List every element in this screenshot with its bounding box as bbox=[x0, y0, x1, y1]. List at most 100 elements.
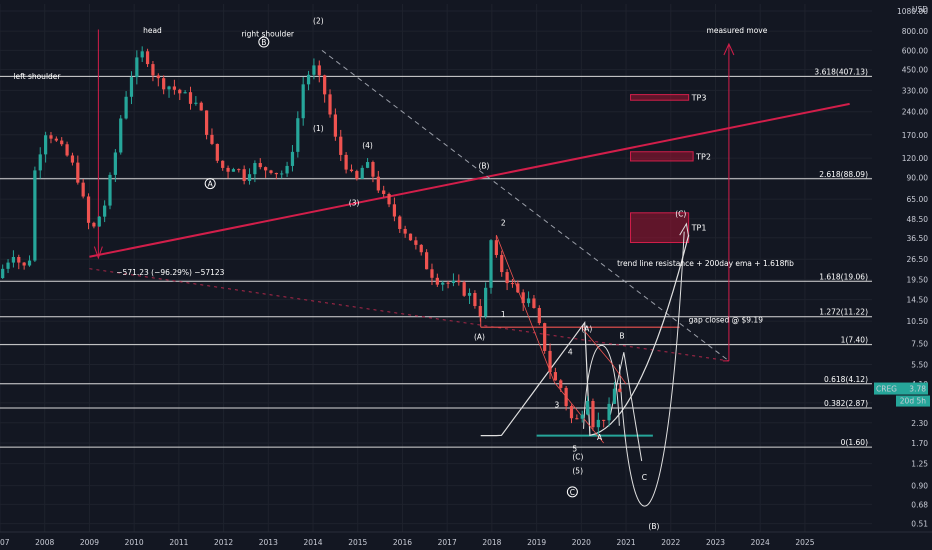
annotation-label: (B) bbox=[478, 161, 489, 170]
candle-body bbox=[441, 282, 445, 285]
fib-level-label: 2.618(88.09) bbox=[819, 170, 868, 179]
candle-body bbox=[119, 118, 123, 153]
fib-level-label: 1(7.40) bbox=[841, 336, 868, 345]
candle-body bbox=[580, 414, 584, 419]
candle-body bbox=[360, 167, 364, 179]
candle-body bbox=[312, 65, 316, 75]
candle-body bbox=[237, 169, 241, 171]
annotation-label: (C) bbox=[675, 210, 686, 219]
wave-guide bbox=[495, 234, 605, 444]
candle-body bbox=[333, 114, 337, 137]
candle-body bbox=[38, 154, 42, 171]
candle-body bbox=[328, 94, 332, 115]
candle-body bbox=[49, 135, 53, 139]
candle-body bbox=[290, 151, 295, 166]
drop-measure-arrowhead bbox=[93, 246, 103, 260]
candle-body bbox=[140, 51, 144, 58]
candle-body bbox=[27, 260, 32, 266]
x-tick-label: 2014 bbox=[303, 538, 322, 547]
candle-body bbox=[473, 292, 477, 307]
candle-body bbox=[135, 57, 139, 78]
grid bbox=[0, 4, 872, 532]
x-tick-label: 2022 bbox=[661, 538, 680, 547]
candle-body bbox=[92, 222, 96, 227]
measured-move-arrowhead bbox=[723, 42, 735, 56]
y-tick-label: 330.00 bbox=[902, 86, 928, 95]
y-tick-label: 1.25 bbox=[911, 460, 928, 469]
candle-body bbox=[108, 174, 112, 206]
candle-body bbox=[145, 51, 150, 65]
y-tick-label: 0.68 bbox=[911, 500, 928, 509]
candle-body bbox=[60, 140, 64, 145]
candle-body bbox=[494, 240, 498, 256]
wave-circle bbox=[204, 178, 216, 190]
x-tick-label: 2015 bbox=[348, 538, 367, 547]
candle-body bbox=[269, 170, 273, 173]
annotation-label: right shoulder bbox=[241, 29, 294, 38]
y-axis-panel bbox=[872, 0, 932, 550]
price-tag-symbol: CREG bbox=[876, 385, 897, 394]
annotation-label: (4) bbox=[362, 141, 373, 150]
candle-body bbox=[548, 350, 552, 373]
candle-body bbox=[339, 136, 343, 155]
target-label: TP1 bbox=[691, 224, 707, 233]
countdown-label: 20d 5h bbox=[900, 397, 926, 406]
candle-body bbox=[489, 240, 493, 288]
candle-body bbox=[371, 162, 375, 177]
candle-body bbox=[1, 268, 5, 279]
candle-body bbox=[537, 307, 541, 324]
wave-circle-label: C bbox=[570, 488, 575, 497]
annotation-label: A bbox=[597, 433, 603, 442]
target-label: TP2 bbox=[695, 152, 711, 161]
candle-body bbox=[564, 387, 568, 407]
annotation-label: (2) bbox=[313, 16, 324, 25]
candle-body bbox=[317, 65, 321, 76]
candle-body bbox=[183, 92, 187, 94]
annotation-label: −571.23 (−96.29%) −57123 bbox=[116, 268, 224, 277]
annotation-label: (A) bbox=[581, 324, 592, 333]
candle-body bbox=[188, 92, 193, 104]
candle-body bbox=[602, 419, 606, 421]
candle-body bbox=[81, 182, 85, 197]
candle-body bbox=[124, 96, 128, 119]
y-tick-label: 48.50 bbox=[907, 215, 929, 224]
y-tick-label: 1.70 bbox=[911, 439, 928, 448]
target-label: TP3 bbox=[691, 93, 707, 102]
candle-body bbox=[532, 298, 536, 308]
cup-curve bbox=[480, 234, 690, 437]
candle-body bbox=[65, 144, 69, 156]
candle-body bbox=[575, 418, 579, 420]
projection-arrowhead bbox=[679, 222, 690, 237]
candle-body bbox=[97, 216, 101, 227]
y-tick-label: 2.30 bbox=[911, 419, 928, 428]
annotation-label: (C) bbox=[572, 452, 583, 461]
candle-body bbox=[516, 283, 520, 293]
x-tick-label: 2021 bbox=[617, 538, 636, 547]
annotation-label: (A) bbox=[474, 332, 485, 341]
y-tick-label: 240.00 bbox=[902, 108, 928, 117]
candle-body bbox=[543, 323, 547, 351]
candle-body bbox=[178, 89, 182, 94]
neckline bbox=[89, 102, 850, 258]
candle-body bbox=[387, 193, 391, 205]
fib-levels: 3.618(407.13) 2.618(88.09) 1.618(19.06) 1.2… bbox=[0, 67, 872, 448]
candle-body bbox=[258, 163, 262, 168]
candle-body bbox=[199, 102, 203, 111]
x-tick-label: 2011 bbox=[169, 538, 188, 547]
fib-level-label: 0.618(4.12) bbox=[824, 375, 868, 384]
candle-body bbox=[467, 292, 472, 296]
candle-body bbox=[215, 143, 219, 161]
y-tick-label: 5.50 bbox=[911, 360, 928, 369]
candle-body bbox=[414, 240, 418, 245]
candle-body bbox=[376, 176, 380, 191]
y-tick-label: 90.00 bbox=[907, 173, 929, 182]
candle-body bbox=[103, 205, 107, 217]
x-tick-label: 2018 bbox=[482, 538, 501, 547]
candle-body bbox=[172, 86, 177, 90]
annotation-label: gap closed @ $9.19 bbox=[689, 315, 764, 324]
x-tick-label: 2025 bbox=[795, 538, 814, 547]
candle-body bbox=[33, 170, 37, 261]
candle-body bbox=[424, 252, 429, 270]
